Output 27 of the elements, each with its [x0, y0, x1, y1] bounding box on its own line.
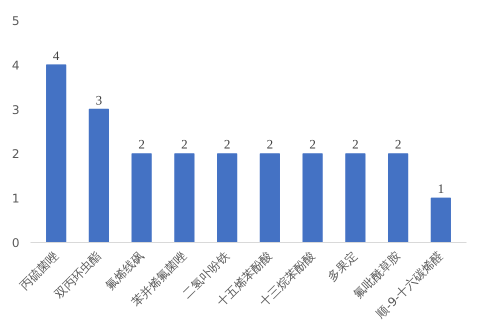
bar: [388, 153, 408, 242]
data-label: 2: [138, 136, 145, 152]
y-tick-label: 2: [12, 147, 20, 162]
data-label: 2: [352, 136, 359, 152]
y-tick-label: 0: [12, 236, 20, 250]
bar: [345, 153, 366, 242]
bar: [302, 153, 323, 242]
bar: [88, 108, 110, 242]
bar: [430, 198, 451, 242]
data-label: 2: [181, 136, 188, 152]
y-tick-label: 4: [12, 58, 20, 72]
y-tick-label: 1: [12, 192, 20, 206]
x-tick-label: 多果定: [324, 248, 360, 284]
bar: [174, 153, 194, 242]
bar: [260, 153, 280, 242]
data-label: 2: [394, 136, 402, 152]
y-tick-label: 3: [12, 102, 20, 117]
data-label: 1: [438, 181, 444, 196]
bar: [46, 64, 66, 242]
data-label: 2: [224, 136, 230, 152]
data-label: 3: [96, 92, 102, 108]
data-label: 4: [52, 48, 60, 63]
y-tick-label: 5: [12, 14, 20, 28]
bar: [217, 153, 238, 242]
bar: [132, 153, 152, 242]
data-label: 2: [309, 136, 316, 152]
data-label: 2: [266, 136, 274, 152]
